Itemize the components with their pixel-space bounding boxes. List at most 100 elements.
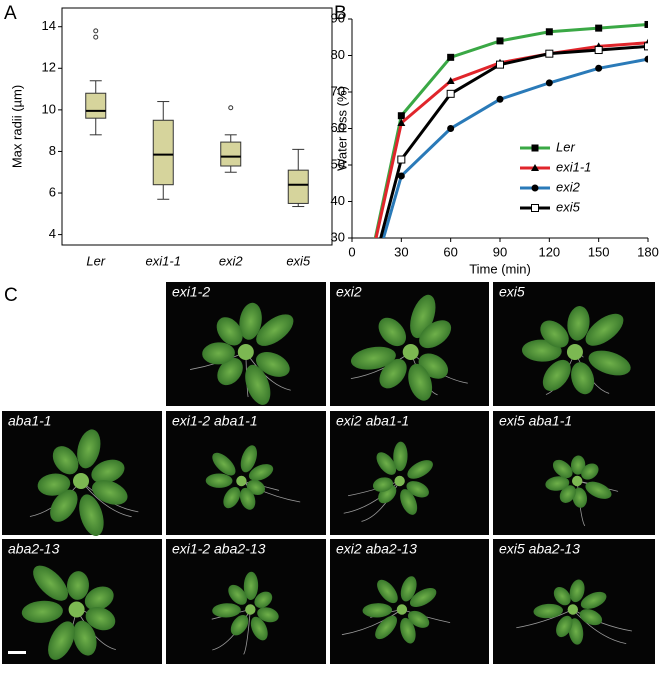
photo-label: exi2 aba1-1 bbox=[336, 412, 409, 428]
marker bbox=[595, 24, 603, 32]
root bbox=[212, 609, 251, 651]
marker bbox=[644, 42, 648, 51]
leaf bbox=[205, 473, 233, 488]
box bbox=[220, 141, 242, 167]
leaf bbox=[350, 346, 396, 370]
y-tick-label: 14 bbox=[42, 18, 56, 33]
leaf bbox=[570, 455, 586, 475]
leaf bbox=[407, 610, 430, 628]
marker bbox=[446, 89, 455, 98]
marker bbox=[496, 37, 504, 45]
marker bbox=[531, 144, 539, 152]
y-tick-label: 40 bbox=[331, 193, 345, 208]
photo-grid: exi1-2 exi2 exi5 aba1-1 exi1-2 aba1-1 exi2 ab… bbox=[2, 282, 655, 664]
marker bbox=[531, 164, 539, 171]
legend-label: exi2 bbox=[556, 179, 581, 194]
leaf bbox=[588, 350, 631, 376]
photo bbox=[330, 282, 489, 406]
leaf bbox=[400, 617, 416, 644]
marker bbox=[397, 119, 406, 127]
photo-label: exi1-2 aba2-13 bbox=[172, 540, 266, 556]
leaf bbox=[556, 615, 573, 638]
leaf bbox=[48, 621, 75, 660]
leaf bbox=[376, 452, 397, 475]
leaf bbox=[77, 429, 101, 469]
marker bbox=[594, 46, 603, 55]
leaf bbox=[73, 620, 97, 656]
leaf bbox=[257, 607, 279, 623]
photo-label: exi5 aba2-13 bbox=[499, 540, 580, 556]
leaf bbox=[569, 579, 585, 603]
x-tick-label: Ler bbox=[86, 253, 105, 268]
rosette-center bbox=[566, 344, 583, 360]
plot-area bbox=[373, 20, 648, 238]
rosette-center bbox=[245, 604, 256, 615]
rosette-center bbox=[402, 344, 419, 360]
rosette-center bbox=[73, 473, 90, 489]
leaf bbox=[553, 586, 571, 606]
root bbox=[572, 609, 632, 632]
x-tick-label: 180 bbox=[637, 244, 659, 259]
leaf bbox=[223, 487, 241, 509]
photo bbox=[166, 282, 326, 406]
leaf bbox=[50, 489, 78, 522]
leaf bbox=[79, 494, 104, 536]
photo-label: exi2 aba2-13 bbox=[336, 540, 417, 556]
leaf bbox=[409, 588, 437, 608]
leaf bbox=[572, 487, 588, 508]
leaf bbox=[400, 489, 418, 515]
box bbox=[85, 92, 107, 119]
legend-label: exi1-1 bbox=[556, 159, 591, 174]
leaf bbox=[85, 606, 116, 631]
leaf bbox=[419, 320, 452, 349]
leaf bbox=[212, 452, 236, 476]
leaf bbox=[400, 576, 417, 602]
leaf bbox=[378, 317, 406, 347]
y-tick-label: 4 bbox=[49, 226, 56, 241]
panel-label: C bbox=[4, 285, 18, 306]
leaf bbox=[579, 609, 603, 626]
leaf bbox=[33, 565, 69, 601]
leaf bbox=[256, 314, 294, 346]
outlier bbox=[228, 105, 234, 111]
axes bbox=[351, 19, 648, 239]
x-tick-label: exi5 bbox=[286, 253, 311, 268]
root bbox=[361, 480, 400, 522]
root bbox=[241, 480, 301, 503]
leaf bbox=[375, 615, 397, 640]
leaf bbox=[542, 359, 571, 391]
outlier bbox=[93, 28, 99, 34]
leaf bbox=[212, 603, 241, 618]
y-tick-label: 6 bbox=[49, 184, 56, 199]
photo bbox=[166, 411, 326, 535]
outlier bbox=[93, 34, 99, 40]
leaf bbox=[239, 302, 262, 340]
leaf bbox=[52, 446, 79, 475]
leaf bbox=[540, 320, 569, 348]
y-tick-label: 8 bbox=[49, 143, 56, 158]
legend-label: Ler bbox=[556, 139, 575, 154]
leaf bbox=[585, 481, 612, 499]
photo-label: exi5 bbox=[499, 283, 525, 299]
rosette-center bbox=[567, 604, 579, 615]
x-tick-label: 150 bbox=[588, 244, 610, 259]
marker bbox=[644, 20, 648, 28]
leaf bbox=[567, 306, 590, 341]
rosette-center bbox=[68, 601, 85, 618]
box bbox=[152, 119, 174, 186]
marker bbox=[545, 79, 553, 87]
photo bbox=[330, 539, 489, 664]
leaf bbox=[243, 571, 259, 601]
x-axis-label: Time (min) bbox=[469, 261, 531, 276]
marker bbox=[545, 28, 553, 36]
marker bbox=[397, 172, 405, 180]
root bbox=[343, 480, 400, 514]
marker bbox=[496, 60, 504, 69]
y-tick-label: 30 bbox=[331, 229, 345, 244]
leaf bbox=[245, 364, 271, 405]
scale-bar bbox=[8, 651, 26, 654]
root bbox=[572, 609, 627, 645]
marker bbox=[447, 53, 455, 61]
leaf bbox=[533, 603, 563, 619]
